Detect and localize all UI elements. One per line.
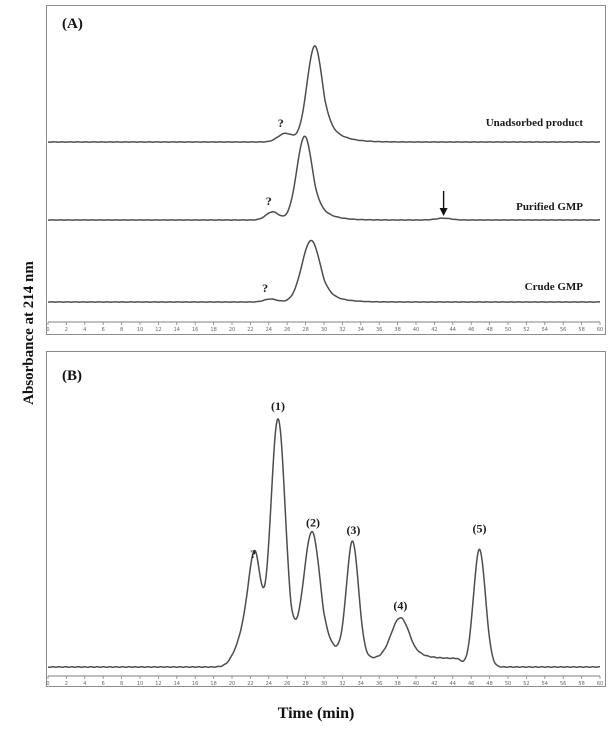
panel-a-tick-label: 28	[302, 327, 308, 333]
panel-a-tick-label: 50	[505, 327, 511, 333]
trace-unadsorbed-product	[47, 45, 601, 143]
panel-a-label: (A)	[62, 16, 83, 32]
panel-b-tick-label: 36	[376, 681, 382, 687]
x-axis-label: Time (min)	[278, 705, 355, 722]
panel-b-tick-label: 32	[339, 681, 345, 687]
panel-a-tick-label: 58	[578, 327, 584, 333]
arrow-head	[439, 208, 448, 216]
panel-a-tick-label: 36	[376, 327, 382, 333]
panel-a-tick-label: 32	[339, 327, 345, 333]
panel-b-tick-label: 54	[542, 681, 548, 687]
panel-b-tick-label: 40	[413, 681, 419, 687]
peak-label-2: (2)	[306, 516, 320, 530]
panel-a-tick-label: 52	[523, 327, 529, 333]
peak-label-1: (1)	[271, 399, 285, 413]
panel-b-tick-label: 20	[229, 681, 235, 687]
panel-a-tick-label: 10	[137, 327, 143, 333]
panel-a-tick-label: 30	[321, 327, 327, 333]
panel-a-tick-label: 12	[155, 327, 161, 333]
panel-b-tick-label: 18	[210, 681, 216, 687]
trace-crude-gmp	[47, 239, 601, 303]
panel-b-annotations: ? (1) (2) (3) (4) (5)	[250, 399, 486, 612]
panel-a-tick-label: 8	[120, 327, 123, 333]
unknown-peak-marker-unadsorbed: ?	[278, 116, 284, 130]
panel-b-tick-label: 44	[450, 681, 456, 687]
panel-a-tick-label: 0	[46, 327, 49, 333]
panel-a: (A) Unadsorbed product Purified GMP Crud…	[46, 5, 606, 335]
panel-b-tick-label: 8	[120, 681, 123, 687]
panel-b-tick-label: 48	[486, 681, 492, 687]
panel-b-tick-label: 34	[358, 681, 364, 687]
unknown-peak-marker-purified: ?	[266, 194, 272, 208]
panel-b: (B) ?(1)(2)(3)(4)(5) 0 2 4 6 8 10 12 14 16 18 20 22…	[46, 351, 606, 687]
down-arrow-icon	[439, 191, 448, 216]
panel-b-tick-label: 14	[174, 681, 180, 687]
panel-b-x-ticks: 0 2 4 6 8 10 12 14 16 18 20 22 24 26 28 30 32 34 36 38 40 42 4…	[46, 676, 603, 687]
peak-label-4: (4)	[393, 598, 407, 612]
panel-b-tick-label: 56	[560, 681, 566, 687]
panel-b-tick-label: 60	[597, 681, 603, 687]
panel-b-frame	[46, 351, 606, 687]
panel-b-tick-label: 0	[46, 681, 49, 687]
panel-a-tick-label: 6	[102, 327, 105, 333]
panel-a-tick-label: 38	[394, 327, 400, 333]
y-axis-label: Absorbance at 214 nm	[21, 261, 37, 405]
panel-a-tick-label: 56	[560, 327, 566, 333]
panel-b-tick-label: 28	[302, 681, 308, 687]
panel-a-tick-label: 26	[284, 327, 290, 333]
panel-b-tick-label: 16	[192, 681, 198, 687]
panel-b-tick-label: 38	[394, 681, 400, 687]
trace-panel-b	[47, 418, 601, 669]
panel-a-tick-label: 48	[486, 327, 492, 333]
panel-a-tick-label: 14	[174, 327, 180, 333]
panel-b-tick-label: 6	[102, 681, 105, 687]
trace-label-crude: Crude GMP	[525, 281, 584, 293]
panel-b-tick-label: 26	[284, 681, 290, 687]
trace-purified-gmp	[47, 135, 601, 221]
panel-b-tick-label: 24	[266, 681, 272, 687]
trace-label-unadsorbed: Unadsorbed product	[486, 117, 584, 129]
panel-b-tick-label: 12	[155, 681, 161, 687]
panel-a-tick-label: 60	[597, 327, 603, 333]
panel-a-tick-label: 24	[266, 327, 272, 333]
panel-a-frame	[46, 5, 606, 335]
panel-a-annotations: ? ? ?	[262, 116, 284, 295]
panel-a-traces	[47, 45, 601, 303]
peak-label-5: (5)	[472, 522, 486, 536]
panel-a-tick-label: 18	[210, 327, 216, 333]
panel-a-tick-label: 2	[65, 327, 68, 333]
panel-a-trace-labels: Unadsorbed product Purified GMP Crude GM…	[486, 117, 584, 293]
panel-b-tick-label: 30	[321, 681, 327, 687]
panel-b-tick-label: 4	[83, 681, 86, 687]
unknown-peak-marker-crude: ?	[262, 281, 268, 295]
panel-a-x-ticks: 0 2 4 6 8 10 12 14 16 18 20 22 24 26 28 30 32 34 36 38 40 42 4…	[46, 322, 603, 333]
trace-label-purified: Purified GMP	[516, 201, 583, 213]
panel-b-traces	[47, 418, 601, 669]
panel-a-tick-label: 46	[468, 327, 474, 333]
panel-b-tick-label: 22	[247, 681, 253, 687]
peak-label-3: (3)	[346, 523, 360, 537]
panel-b-tick-label: 58	[578, 681, 584, 687]
panel-b-tick-label: 46	[468, 681, 474, 687]
unknown-peak-marker-b: ?	[250, 547, 256, 561]
panel-a-tick-label: 34	[358, 327, 364, 333]
panel-b-tick-label: 10	[137, 681, 143, 687]
panel-a-tick-label: 40	[413, 327, 419, 333]
panel-b-tick-label: 50	[505, 681, 511, 687]
panel-b-tick-label: 52	[523, 681, 529, 687]
panel-b-tick-label: 2	[65, 681, 68, 687]
panel-b-tick-label: 42	[431, 681, 437, 687]
panel-a-tick-label: 4	[83, 327, 86, 333]
panel-a-tick-label: 42	[431, 327, 437, 333]
panel-a-tick-label: 16	[192, 327, 198, 333]
panel-b-label: (B)	[62, 368, 82, 384]
panel-a-tick-label: 54	[542, 327, 548, 333]
panel-a-tick-label: 22	[247, 327, 253, 333]
panel-a-tick-label: 20	[229, 327, 235, 333]
panel-a-tick-label: 44	[450, 327, 456, 333]
